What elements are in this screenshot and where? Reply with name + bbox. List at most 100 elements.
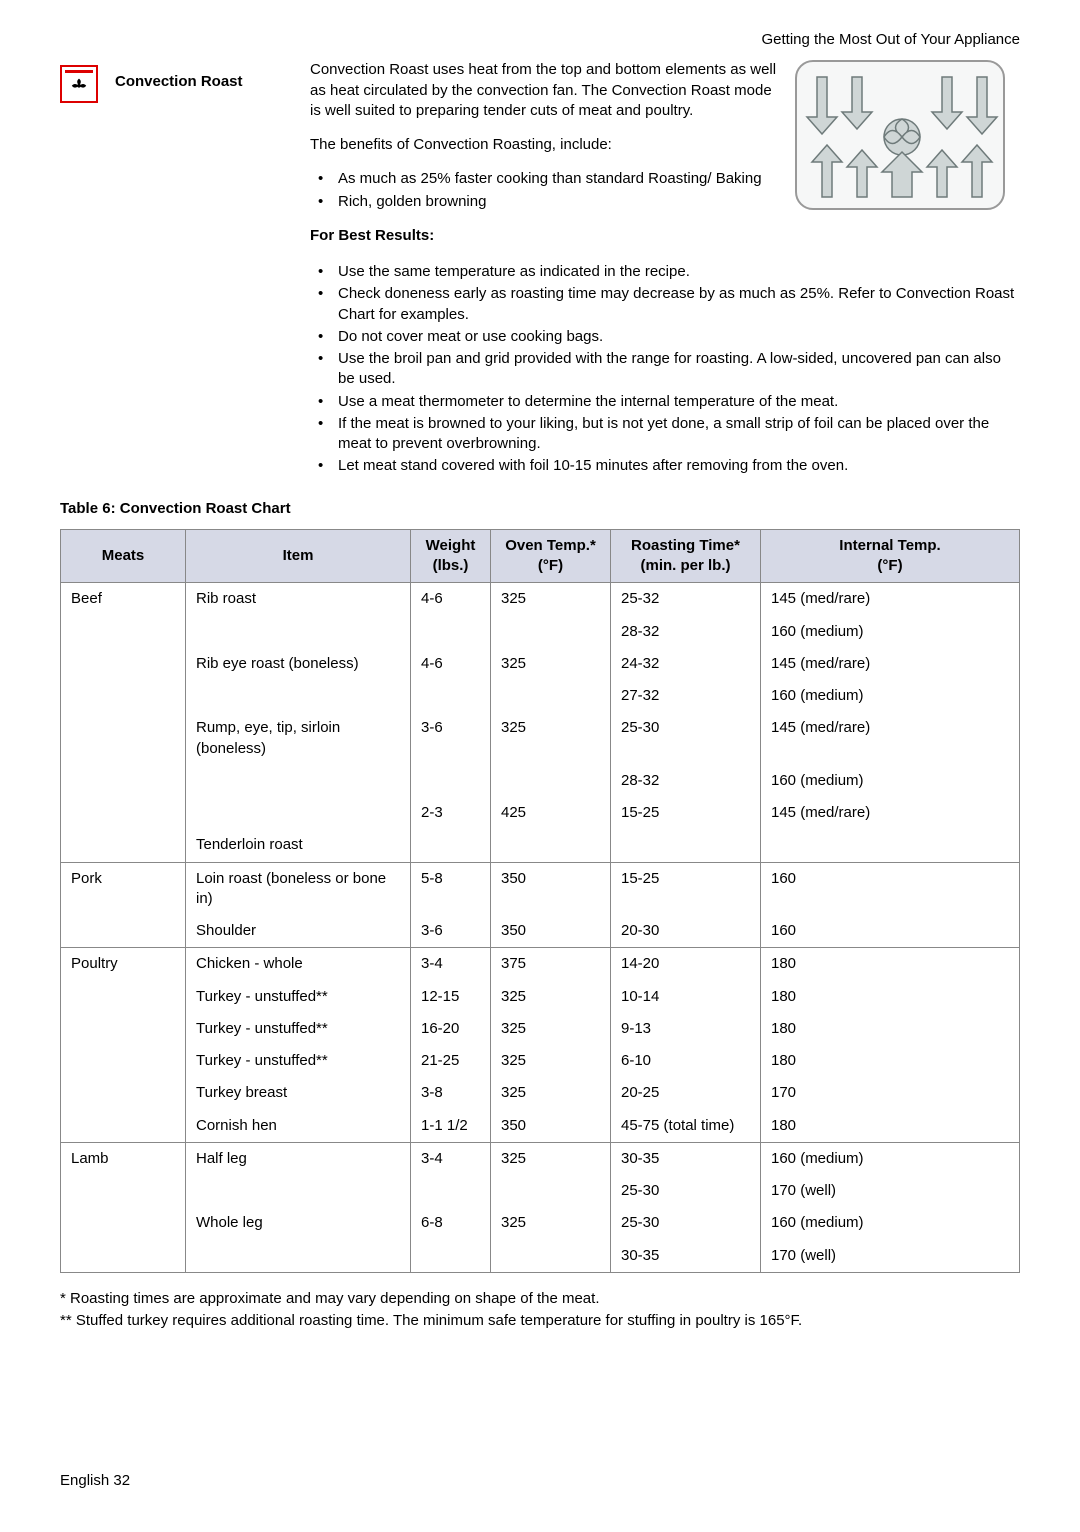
cell-internal: 160 (medium) (761, 616, 1020, 648)
cell-weight (411, 1240, 491, 1273)
col-meats-header: Meats (61, 529, 186, 583)
cell-weight: 1-1 1/2 (411, 1110, 491, 1143)
cell-item: Half leg (186, 1142, 411, 1175)
cell-temp: 325 (491, 981, 611, 1013)
cell-item: Loin roast (boneless or bone in) (186, 862, 411, 915)
cell-temp: 325 (491, 1045, 611, 1077)
cell-temp: 325 (491, 1077, 611, 1109)
tips-block: Use the same temperature as indicated in… (310, 262, 1020, 477)
fan-icon (70, 77, 88, 95)
cell-item: Turkey - unstuffed** (186, 1045, 411, 1077)
table-row: 25-30170 (well) (61, 1175, 1020, 1207)
cell-time: 6-10 (611, 1045, 761, 1077)
table-row: Tenderloin roast (61, 829, 1020, 862)
benefits-list: As much as 25% faster cooking than stand… (310, 169, 780, 212)
cell-temp (491, 1175, 611, 1207)
mode-description: Convection Roast uses heat from the top … (310, 60, 795, 258)
cell-item (186, 680, 411, 712)
table-row: 30-35170 (well) (61, 1240, 1020, 1273)
table-row: 2-342515-25145 (med/rare) (61, 797, 1020, 829)
table-row: Turkey - unstuffed**16-203259-13180 (61, 1013, 1020, 1045)
table-row: Turkey breast3-832520-25170 (61, 1077, 1020, 1109)
cell-meats: Poultry (61, 948, 186, 981)
airflow-diagram-column (795, 60, 1020, 210)
cell-weight: 3-6 (411, 915, 491, 948)
page-footer: English 32 (60, 1471, 1020, 1491)
cell-internal: 145 (med/rare) (761, 648, 1020, 680)
cell-temp (491, 829, 611, 862)
cell-time: 25-30 (611, 1175, 761, 1207)
cell-internal: 160 (medium) (761, 680, 1020, 712)
cell-weight: 3-4 (411, 948, 491, 981)
cell-temp (491, 1240, 611, 1273)
footnote-1: * Roasting times are approximate and may… (60, 1289, 1020, 1309)
cell-item: Turkey - unstuffed** (186, 981, 411, 1013)
cell-meats (61, 765, 186, 797)
cell-weight: 2-3 (411, 797, 491, 829)
cell-meats: Lamb (61, 1142, 186, 1175)
table-row: Shoulder3-635020-30160 (61, 915, 1020, 948)
cell-internal: 170 (well) (761, 1175, 1020, 1207)
col-weight-header: Weight (lbs.) (411, 529, 491, 583)
cell-time (611, 829, 761, 862)
cell-weight: 4-6 (411, 583, 491, 616)
cell-meats: Pork (61, 862, 186, 915)
table-row: 27-32160 (medium) (61, 680, 1020, 712)
cell-temp: 375 (491, 948, 611, 981)
table-row: Rump, eye, tip, sirloin (boneless)3-6325… (61, 712, 1020, 765)
cell-meats (61, 1077, 186, 1109)
cell-weight: 16-20 (411, 1013, 491, 1045)
mode-title: Convection Roast (115, 73, 243, 90)
cell-internal: 160 (761, 862, 1020, 915)
table-row: 28-32160 (medium) (61, 765, 1020, 797)
cell-item (186, 616, 411, 648)
cell-internal: 180 (761, 1013, 1020, 1045)
cell-weight (411, 765, 491, 797)
description-para-2: The benefits of Convection Roasting, inc… (310, 135, 780, 155)
cell-meats (61, 1110, 186, 1143)
cell-meats: Beef (61, 583, 186, 616)
cell-item: Rib roast (186, 583, 411, 616)
cell-weight (411, 680, 491, 712)
cell-internal: 145 (med/rare) (761, 712, 1020, 765)
table-row: PoultryChicken - whole3-437514-20180 (61, 948, 1020, 981)
cell-weight: 12-15 (411, 981, 491, 1013)
cell-temp: 425 (491, 797, 611, 829)
cell-item: Shoulder (186, 915, 411, 948)
roast-chart-table: Meats Item Weight (lbs.) Oven Temp.*(°F)… (60, 529, 1020, 1273)
cell-internal (761, 829, 1020, 862)
cell-meats (61, 829, 186, 862)
tip-item: Use the broil pan and grid provided with… (310, 349, 1020, 390)
tip-item: Let meat stand covered with foil 10-15 m… (310, 456, 1020, 476)
mode-section: Convection Roast Convection Roast uses h… (60, 60, 1020, 258)
cell-time: 9-13 (611, 1013, 761, 1045)
table-row: Cornish hen1-1 1/235045-75 (total time)1… (61, 1110, 1020, 1143)
cell-time: 30-35 (611, 1240, 761, 1273)
mode-icon-column (60, 60, 115, 103)
cell-temp (491, 616, 611, 648)
cell-internal: 180 (761, 1045, 1020, 1077)
cell-meats (61, 648, 186, 680)
cell-internal: 160 (medium) (761, 1207, 1020, 1239)
benefit-item: Rich, golden browning (310, 192, 780, 212)
cell-temp (491, 680, 611, 712)
cell-temp: 325 (491, 583, 611, 616)
cell-temp: 325 (491, 1013, 611, 1045)
table-row: BeefRib roast4-632525-32145 (med/rare) (61, 583, 1020, 616)
best-results-heading: For Best Results: (310, 226, 780, 246)
table-row: Rib eye roast (boneless)4-632524-32145 (… (61, 648, 1020, 680)
cell-item: Rib eye roast (boneless) (186, 648, 411, 680)
cell-meats (61, 712, 186, 765)
tip-item: Use the same temperature as indicated in… (310, 262, 1020, 282)
breadcrumb: Getting the Most Out of Your Appliance (60, 30, 1020, 50)
cell-temp: 325 (491, 1142, 611, 1175)
cell-time: 27-32 (611, 680, 761, 712)
tips-list: Use the same temperature as indicated in… (310, 262, 1020, 477)
cell-internal: 170 (761, 1077, 1020, 1109)
cell-meats (61, 616, 186, 648)
description-para-1: Convection Roast uses heat from the top … (310, 60, 780, 121)
cell-weight: 3-4 (411, 1142, 491, 1175)
cell-weight (411, 616, 491, 648)
cell-time: 25-30 (611, 712, 761, 765)
cell-meats (61, 1240, 186, 1273)
